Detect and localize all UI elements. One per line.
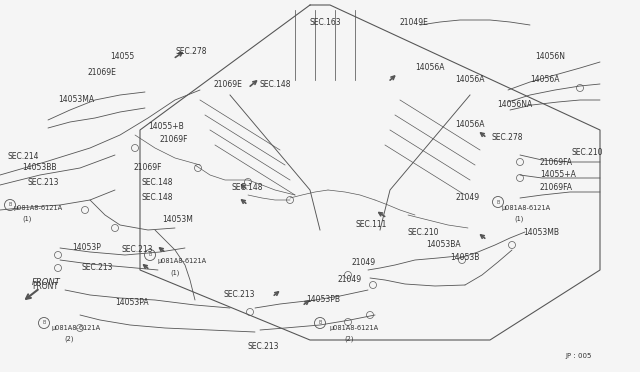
- Text: 21049: 21049: [352, 258, 376, 267]
- Text: SEC.213: SEC.213: [122, 245, 154, 254]
- Text: 14056A: 14056A: [530, 75, 559, 84]
- Text: µ081A8-6121A: µ081A8-6121A: [158, 258, 207, 264]
- Text: 14053BB: 14053BB: [22, 163, 56, 172]
- Text: 14053BA: 14053BA: [426, 240, 461, 249]
- Text: µ081A8-6121A: µ081A8-6121A: [330, 325, 379, 331]
- Text: (2): (2): [344, 336, 353, 343]
- Text: 14053PB: 14053PB: [306, 295, 340, 304]
- Text: SEC.111: SEC.111: [355, 220, 387, 229]
- Text: SEC.148: SEC.148: [260, 80, 291, 89]
- Text: SEC.148: SEC.148: [142, 193, 173, 202]
- Text: 21049: 21049: [338, 275, 362, 284]
- Text: SEC.210: SEC.210: [407, 228, 438, 237]
- Text: 21069FA: 21069FA: [540, 183, 573, 192]
- Text: SEC.163: SEC.163: [310, 18, 342, 27]
- Text: 14053B: 14053B: [450, 253, 479, 262]
- Text: 21069E: 21069E: [88, 68, 117, 77]
- Text: SEC.278: SEC.278: [175, 47, 207, 56]
- Text: 21069E: 21069E: [213, 80, 242, 89]
- Text: 14056NA: 14056NA: [497, 100, 532, 109]
- Text: (1): (1): [170, 269, 179, 276]
- Text: 14055+B: 14055+B: [148, 122, 184, 131]
- Text: B: B: [318, 321, 322, 326]
- Text: B: B: [42, 321, 45, 326]
- Text: µ081A8-6121A: µ081A8-6121A: [52, 325, 101, 331]
- Text: 14056A: 14056A: [455, 75, 484, 84]
- Text: 14056A: 14056A: [415, 63, 445, 72]
- Text: 14053MB: 14053MB: [523, 228, 559, 237]
- Text: SEC.214: SEC.214: [8, 152, 40, 161]
- Text: JP : 005: JP : 005: [565, 353, 591, 359]
- Text: FRONT: FRONT: [32, 282, 58, 291]
- Text: (2): (2): [64, 336, 74, 343]
- Text: 14055+A: 14055+A: [540, 170, 576, 179]
- Text: B: B: [496, 199, 500, 205]
- Text: SEC.213: SEC.213: [82, 263, 113, 272]
- Text: 21069F: 21069F: [160, 135, 189, 144]
- Text: 14056N: 14056N: [535, 52, 565, 61]
- Text: SEC.213: SEC.213: [248, 342, 280, 351]
- Text: 14053MA: 14053MA: [58, 95, 94, 104]
- Text: SEC.148: SEC.148: [232, 183, 264, 192]
- Text: 14056A: 14056A: [455, 120, 484, 129]
- Text: SEC.148: SEC.148: [142, 178, 173, 187]
- Text: 14053PA: 14053PA: [115, 298, 148, 307]
- Text: SEC.278: SEC.278: [492, 133, 524, 142]
- Text: 14053M: 14053M: [162, 215, 193, 224]
- Text: 14055: 14055: [110, 52, 134, 61]
- Text: 14053P: 14053P: [72, 243, 101, 252]
- Text: B: B: [8, 202, 12, 208]
- Text: B: B: [148, 253, 152, 257]
- Text: SEC.210: SEC.210: [572, 148, 604, 157]
- Text: 21069F: 21069F: [134, 163, 163, 172]
- Text: 21049E: 21049E: [400, 18, 429, 27]
- Text: (1): (1): [22, 216, 31, 222]
- Text: SEC.213: SEC.213: [224, 290, 255, 299]
- Text: (1): (1): [514, 216, 524, 222]
- Text: FRONT: FRONT: [32, 278, 61, 287]
- Text: SEC.213: SEC.213: [28, 178, 60, 187]
- Text: 21069FA: 21069FA: [540, 158, 573, 167]
- Text: µ081A8-6121A: µ081A8-6121A: [14, 205, 63, 211]
- Text: µ081A8-6121A: µ081A8-6121A: [502, 205, 551, 211]
- Text: 21049: 21049: [455, 193, 479, 202]
